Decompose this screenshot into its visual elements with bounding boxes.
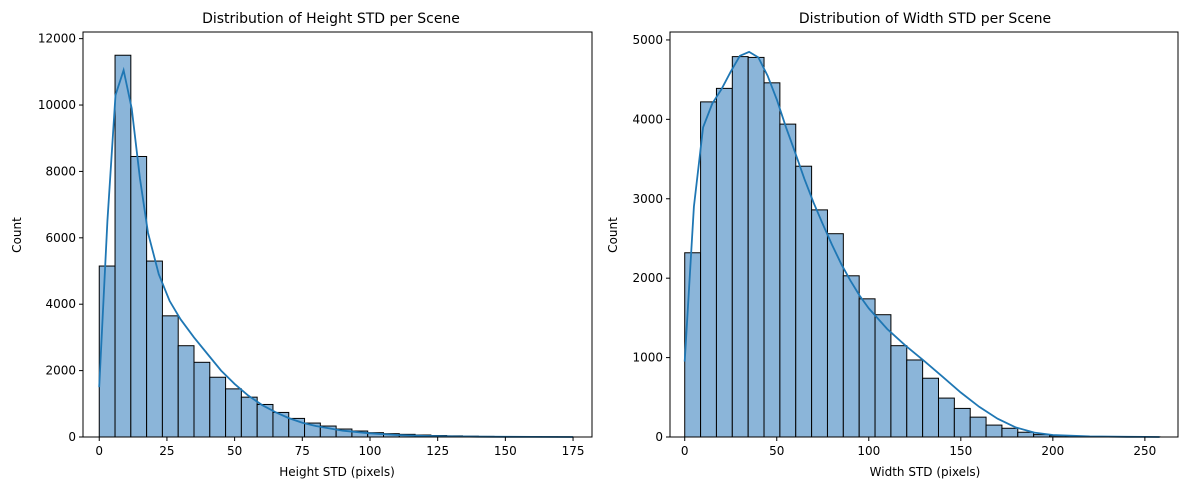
y-axis-label: Count <box>10 217 24 253</box>
histogram-bar <box>922 377 939 438</box>
histogram-bar <box>1017 431 1035 438</box>
x-axis-label: Height STD (pixels) <box>279 465 395 479</box>
histogram-bar <box>779 123 797 438</box>
x-axis-label: Width STD (pixels) <box>870 465 981 479</box>
histogram-bar <box>130 155 148 438</box>
y-tick-label: 4000 <box>632 112 663 126</box>
histogram-bar <box>747 56 765 438</box>
y-tick-label: 8000 <box>45 164 76 178</box>
y-tick-label: 2000 <box>632 271 663 285</box>
histogram-bar <box>890 345 908 438</box>
x-tick-label: 250 <box>1133 444 1156 458</box>
histogram-bar <box>715 87 733 438</box>
x-tick-label: 100 <box>359 444 382 458</box>
y-tick-label: 10000 <box>38 98 76 112</box>
x-tick-label: 0 <box>681 444 689 458</box>
y-tick-label: 12000 <box>38 32 76 46</box>
histogram-bar <box>700 101 717 438</box>
histogram-bar <box>240 396 258 438</box>
histogram-bar <box>842 275 860 438</box>
x-tick-label: 100 <box>857 444 880 458</box>
kde-line <box>683 50 1160 438</box>
chart-width-std: Distribution of Width STD per Scene 0 50 1… <box>606 11 1179 479</box>
bars-layer <box>98 54 574 438</box>
histogram-bar <box>985 424 1003 438</box>
x-tick-label: 175 <box>562 444 585 458</box>
histogram-bar <box>969 416 987 438</box>
histogram-bar <box>874 314 892 438</box>
y-axis-label: Count <box>606 217 620 253</box>
x-tick-label: 50 <box>769 444 784 458</box>
plot-frame <box>82 31 593 438</box>
x-tick-label: 75 <box>295 444 310 458</box>
histogram-bar <box>1001 427 1019 438</box>
y-axis-ticks: 0 2000 4000 6000 8000 10000 12000 <box>38 32 83 444</box>
histogram-bar <box>731 56 749 438</box>
x-tick-label: 200 <box>1041 444 1064 458</box>
x-tick-label: 150 <box>494 444 517 458</box>
histogram-bar <box>193 361 211 438</box>
histogram-bar <box>209 376 227 438</box>
x-tick-label: 0 <box>95 444 103 458</box>
y-tick-label: 6000 <box>45 231 76 245</box>
y-tick-label: 3000 <box>632 192 663 206</box>
histogram-bar <box>795 165 813 438</box>
histogram-bar <box>906 359 924 438</box>
histogram-bar <box>225 388 242 438</box>
histogram-bar <box>763 82 781 438</box>
y-tick-label: 0 <box>655 430 663 444</box>
y-tick-label: 1000 <box>632 351 663 365</box>
histogram-bar <box>858 298 876 438</box>
x-tick-label: 125 <box>426 444 449 458</box>
y-tick-label: 2000 <box>45 364 76 378</box>
histogram-bar <box>114 54 132 438</box>
histogram-bar <box>937 397 955 438</box>
x-axis-ticks: 0 50 100 150 200 250 <box>681 437 1156 458</box>
chart-height-std: Distribution of Height STD per Scene 0 25… <box>10 11 593 479</box>
kde-line <box>98 66 574 438</box>
chart-title: Distribution of Width STD per Scene <box>799 11 1051 27</box>
x-axis-ticks: 0 25 50 75 100 125 150 175 <box>95 437 585 458</box>
x-tick-label: 50 <box>227 444 242 458</box>
y-tick-label: 0 <box>68 430 76 444</box>
histogram-bar <box>161 315 179 438</box>
bars-layer <box>684 56 1162 438</box>
y-tick-label: 4000 <box>45 297 76 311</box>
histogram-bar <box>684 252 702 438</box>
histogram-bar <box>177 345 195 438</box>
y-tick-label: 5000 <box>632 33 663 47</box>
chart-title: Distribution of Height STD per Scene <box>202 11 460 27</box>
y-axis-ticks: 0 1000 2000 3000 4000 5000 <box>632 33 670 444</box>
x-tick-label: 150 <box>949 444 972 458</box>
histogram-bar <box>146 260 163 438</box>
histogram-bar <box>811 209 828 438</box>
histogram-bar <box>953 407 971 438</box>
plot-frame <box>669 31 1179 438</box>
x-tick-label: 25 <box>159 444 174 458</box>
